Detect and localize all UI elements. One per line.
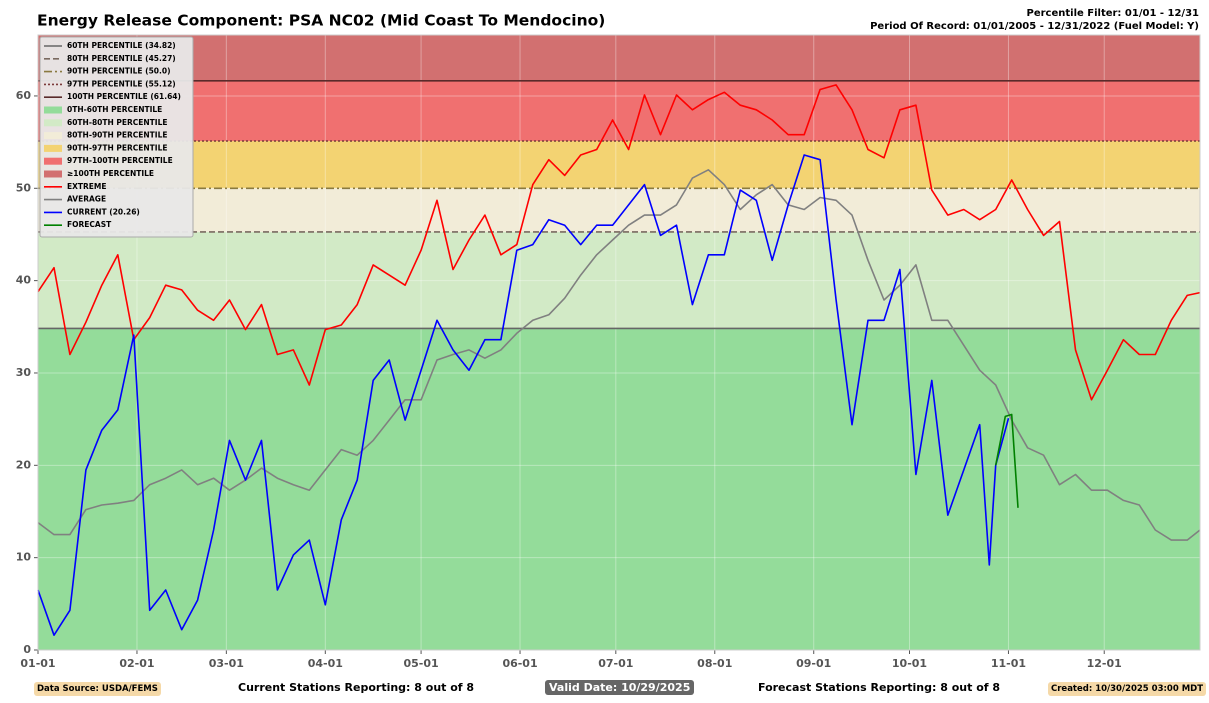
legend-swatch (44, 144, 62, 152)
legend-label: 60TH PERCENTILE (34.82) (67, 41, 176, 50)
x-tick-label: 09-01 (796, 657, 831, 670)
legend-label: 100TH PERCENTILE (61.64) (67, 92, 181, 101)
chart-title: Energy Release Component: PSA NC02 (Mid … (37, 12, 605, 30)
legend-label: 0TH-60TH PERCENTILE (67, 105, 162, 114)
legend-label: AVERAGE (67, 195, 106, 204)
x-tick-label: 11-01 (991, 657, 1026, 670)
legend-label: 80TH-90TH PERCENTILE (67, 131, 168, 140)
data-source: Data Source: USDA/FEMS (34, 682, 161, 696)
forecast-stations: Forecast Stations Reporting: 8 out of 8 (758, 681, 1001, 694)
legend-label: 80TH PERCENTILE (45.27) (67, 54, 176, 63)
legend: 60TH PERCENTILE (34.82) 80TH PERCENTILE (… (39, 36, 194, 238)
band (38, 188, 1200, 232)
legend-swatch (44, 119, 62, 127)
band (38, 141, 1200, 189)
series-line (994, 413, 1019, 508)
band (38, 231, 1200, 329)
series-line (37, 169, 1201, 541)
valid-date: Valid Date: 10/29/2025 (545, 680, 695, 695)
x-tick-label: 07-01 (598, 657, 633, 670)
series-line (37, 154, 1010, 636)
y-tick-label: 60 (16, 89, 32, 102)
subtitle: Percentile Filter: 01/01 - 12/31 (1026, 8, 1199, 19)
x-tick-label: 10-01 (892, 657, 927, 670)
y-tick-label: 40 (16, 274, 32, 287)
legend-label: EXTREME (67, 182, 107, 191)
x-tick-label: 05-01 (403, 657, 438, 670)
x-tick-label: 08-01 (697, 657, 732, 670)
x-tick-label: 01-01 (20, 657, 55, 670)
band (38, 328, 1200, 650)
legend-swatch (44, 106, 62, 114)
current-stations: Current Stations Reporting: 8 out of 8 (238, 681, 475, 694)
x-tick-label: 06-01 (502, 657, 537, 670)
y-tick-label: 30 (16, 366, 32, 379)
created: Created: 10/30/2025 03:00 MDT (1048, 682, 1207, 696)
legend-box (39, 36, 194, 238)
legend-label: 97TH-100TH PERCENTILE (67, 156, 173, 165)
x-tick-label: 04-01 (308, 657, 343, 670)
y-tick-label: 0 (23, 643, 31, 656)
y-tick-label: 50 (16, 181, 32, 194)
legend-label: 90TH-97TH PERCENTILE (67, 143, 168, 152)
y-tick-label: 10 (16, 551, 32, 564)
x-tick-label: 12-01 (1087, 657, 1122, 670)
series-line (37, 84, 1201, 401)
legend-swatch (44, 132, 62, 140)
y-tick-label: 20 (16, 458, 32, 471)
legend-label: 60TH-80TH PERCENTILE (67, 118, 168, 127)
x-tick-label: 02-01 (119, 657, 154, 670)
legend-swatch (44, 170, 62, 178)
x-tick-label: 03-01 (209, 657, 244, 670)
plot-frame (37, 34, 1201, 651)
legend-label: CURRENT (20.26) (67, 207, 140, 216)
legend-label: FORECAST (67, 220, 112, 229)
legend-label: 90TH PERCENTILE (50.0) (67, 67, 171, 76)
legend-label: 97TH PERCENTILE (55.12) (67, 79, 176, 88)
subtitle: Period Of Record: 01/01/2005 - 12/31/202… (870, 21, 1199, 32)
legend-swatch (44, 157, 62, 165)
band (38, 35, 1200, 81)
legend-label: ≥100TH PERCENTILE (67, 169, 154, 178)
